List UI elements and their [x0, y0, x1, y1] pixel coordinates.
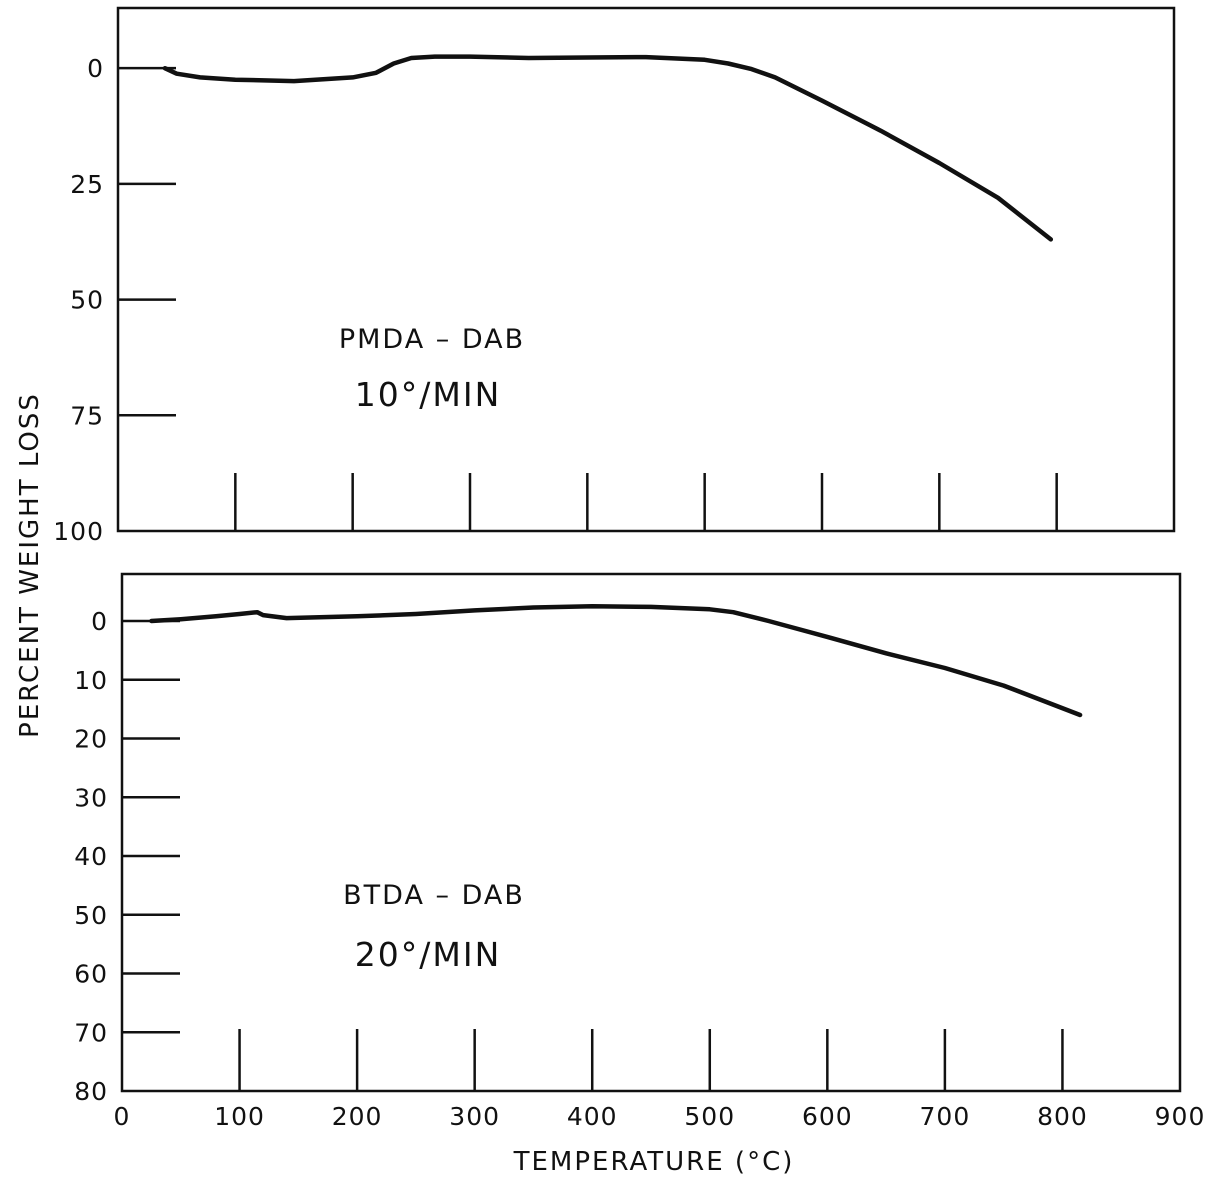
y-tick-label-bottom: 80 [74, 1077, 108, 1106]
series-line-top [162, 54, 1054, 242]
y-axis-title: PERCENT WEIGHT LOSS [15, 392, 45, 738]
x-tick-label: 500 [684, 1102, 735, 1131]
plot-frame-bottom [120, 572, 1182, 1093]
y-tick-label-top: 50 [70, 286, 104, 315]
x-tick-label: 800 [1037, 1102, 1088, 1131]
y-tick-label-top: 0 [87, 54, 104, 83]
y-tick-label-bottom: 60 [74, 960, 108, 989]
annotation-name-bottom: BTDA – DAB [343, 880, 525, 911]
x-tick-label: 900 [1155, 1102, 1206, 1131]
x-tick-label: 100 [214, 1102, 265, 1131]
y-tick-label-top: 25 [70, 170, 104, 199]
y-tick-label-bottom: 0 [91, 607, 108, 636]
x-tick-label: 200 [332, 1102, 383, 1131]
y-tick-label-top: 75 [70, 401, 104, 430]
x-tick-label: 400 [567, 1102, 618, 1131]
y-tick-label-top: 100 [53, 517, 104, 546]
x-tick-label: 600 [802, 1102, 853, 1131]
y-tick-label-bottom: 20 [74, 725, 108, 754]
annotation-name-top: PMDA – DAB [339, 324, 525, 355]
annotation-rate-bottom: 20°/MIN [355, 935, 502, 974]
x-tick-label: 0 [114, 1102, 131, 1131]
x-axis-title: TEMPERATURE (°C) [513, 1147, 795, 1177]
plot-frame-top [116, 6, 1176, 533]
x-tick-label: 700 [920, 1102, 971, 1131]
y-tick-label-bottom: 50 [74, 901, 108, 930]
x-tick-label: 300 [449, 1102, 500, 1131]
series-line-bottom [149, 604, 1083, 718]
y-tick-label-bottom: 40 [74, 842, 108, 871]
y-tick-label-bottom: 70 [74, 1018, 108, 1047]
annotation-rate-top: 10°/MIN [355, 375, 502, 414]
y-tick-label-bottom: 30 [74, 783, 108, 812]
y-tick-label-bottom: 10 [74, 666, 108, 695]
